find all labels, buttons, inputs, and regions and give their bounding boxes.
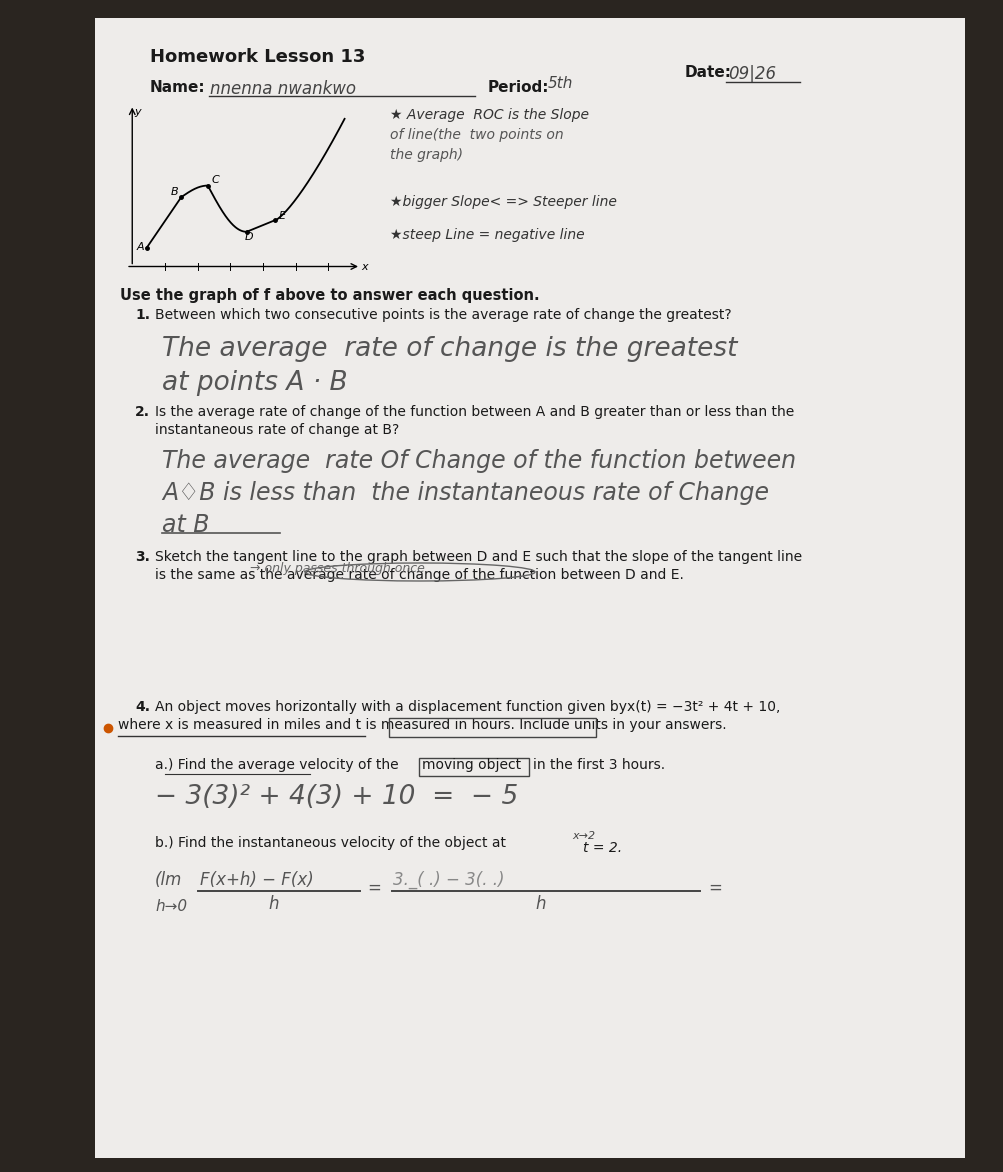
Text: h: h xyxy=(268,895,278,913)
Text: 09|26: 09|26 xyxy=(727,64,775,83)
Text: ★ Average  ROC is the Slope: ★ Average ROC is the Slope xyxy=(389,108,589,122)
Text: is the same as the average rate of change of the function between D and E.: is the same as the average rate of chang… xyxy=(154,568,683,582)
Text: Name:: Name: xyxy=(149,80,206,95)
Text: Date:: Date: xyxy=(684,64,731,80)
Text: ★bigger Slope< => Steeper line: ★bigger Slope< => Steeper line xyxy=(389,195,616,209)
Text: =: = xyxy=(707,879,721,897)
Text: where x is measured in miles and t is measured in hours. Include units in your a: where x is measured in miles and t is me… xyxy=(118,718,726,732)
Text: nnenna nwankwo: nnenna nwankwo xyxy=(210,80,356,98)
Text: B: B xyxy=(171,186,179,197)
Text: x: x xyxy=(361,261,368,272)
Text: The average  rate Of Change of the function between: The average rate Of Change of the functi… xyxy=(161,449,795,473)
Text: moving object: moving object xyxy=(421,758,521,772)
Text: b.) Find the instantaneous velocity of the object at: b.) Find the instantaneous velocity of t… xyxy=(154,836,506,850)
Text: The average  rate of change is the greatest: The average rate of change is the greate… xyxy=(161,336,737,362)
Text: Homework Lesson 13: Homework Lesson 13 xyxy=(149,48,365,66)
Text: Period:: Period: xyxy=(487,80,549,95)
Text: t = 2.: t = 2. xyxy=(583,841,622,856)
Text: 1.: 1. xyxy=(134,308,149,322)
Text: D: D xyxy=(245,232,253,241)
Text: (lm: (lm xyxy=(154,871,183,890)
Text: 5th: 5th xyxy=(548,76,573,91)
Text: A: A xyxy=(136,241,143,252)
Text: in the first 3 hours.: in the first 3 hours. xyxy=(533,758,664,772)
Text: of line(the  two points on: of line(the two points on xyxy=(389,128,563,142)
Text: Sketch the tangent line to the graph between D and E such that the slope of the : Sketch the tangent line to the graph bet… xyxy=(154,550,801,564)
Text: 3._( .) − 3(. .): 3._( .) − 3(. .) xyxy=(392,871,504,890)
Text: at points A · B: at points A · B xyxy=(161,370,347,396)
Text: y: y xyxy=(134,107,140,117)
Text: ★steep Line = negative line: ★steep Line = negative line xyxy=(389,229,584,241)
Text: C: C xyxy=(211,176,219,185)
Text: An object moves horizontally with a displacement function given byx(t) = −3t² + : An object moves horizontally with a disp… xyxy=(154,700,779,714)
Text: at B: at B xyxy=(161,513,210,537)
Text: Is the average rate of change of the function between A and B greater than or le: Is the average rate of change of the fun… xyxy=(154,406,793,420)
Text: a.) Find the average velocity of the: a.) Find the average velocity of the xyxy=(154,758,398,772)
Text: Between which two consecutive points is the average rate of change the greatest?: Between which two consecutive points is … xyxy=(154,308,731,322)
FancyBboxPatch shape xyxy=(95,18,964,1158)
Text: 3.: 3. xyxy=(134,550,149,564)
Text: A♢B is less than  the instantaneous rate of Change: A♢B is less than the instantaneous rate … xyxy=(161,481,768,505)
Text: instantaneous rate of change at B?: instantaneous rate of change at B? xyxy=(154,423,399,437)
Text: → only passes through once: → only passes through once xyxy=(250,563,424,575)
Text: 2.: 2. xyxy=(134,406,149,420)
Text: E: E xyxy=(278,211,285,222)
Text: =: = xyxy=(367,879,380,897)
Text: h: h xyxy=(535,895,545,913)
Text: h→0: h→0 xyxy=(154,899,187,914)
Text: the graph): the graph) xyxy=(389,148,462,162)
Text: F(x+h) − F(x): F(x+h) − F(x) xyxy=(200,871,314,890)
Text: x→2: x→2 xyxy=(572,831,595,841)
Text: 4.: 4. xyxy=(134,700,149,714)
Text: − 3(3)² + 4(3) + 10  =  − 5: − 3(3)² + 4(3) + 10 = − 5 xyxy=(154,784,518,810)
Text: Use the graph of f above to answer each question.: Use the graph of f above to answer each … xyxy=(120,288,539,304)
